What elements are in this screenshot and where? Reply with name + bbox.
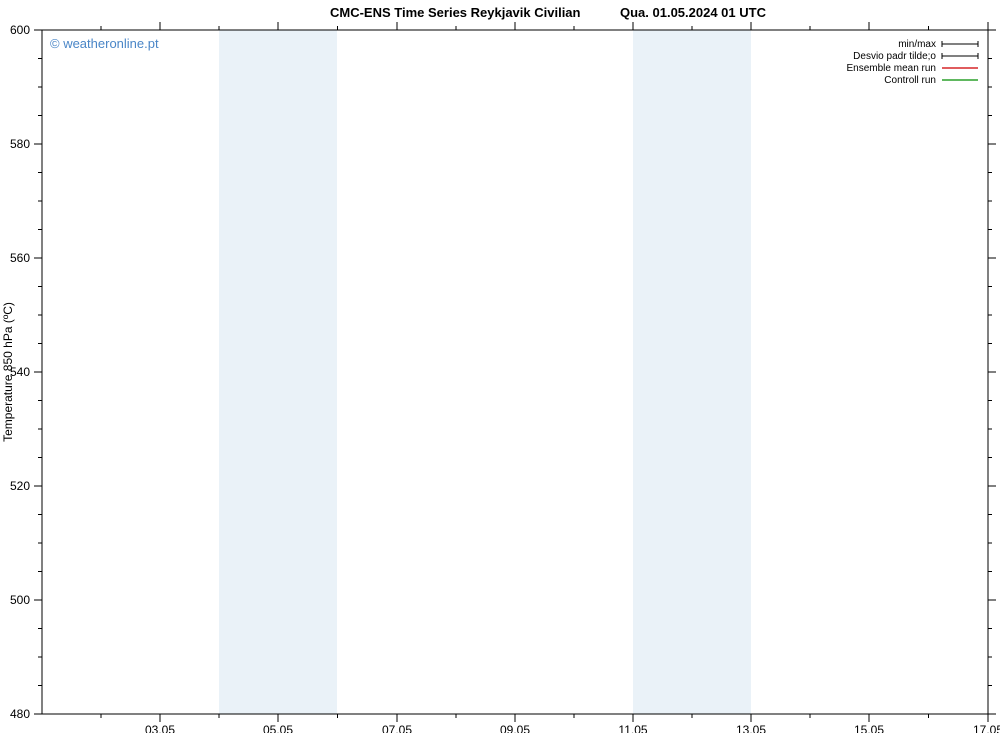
- xtick-label: 05.05: [263, 723, 293, 733]
- ytick-label: 600: [10, 23, 30, 37]
- xtick-label: 13.05: [736, 723, 766, 733]
- xtick-label: 15.05: [854, 723, 884, 733]
- ytick-label: 500: [10, 593, 30, 607]
- xtick-label: 09.05: [500, 723, 530, 733]
- chart-svg: 48050052054056058060003.0505.0507.0509.0…: [0, 0, 1000, 733]
- xtick-label: 07.05: [382, 723, 412, 733]
- xtick-label: 03.05: [145, 723, 175, 733]
- ytick-label: 580: [10, 137, 30, 151]
- legend-label: Desvio padr tilde;o: [853, 51, 936, 62]
- y-axis-label: Temperature 850 hPa (ºC): [1, 302, 15, 442]
- plot-frame: [42, 30, 988, 714]
- legend-label: min/max: [898, 39, 936, 50]
- ytick-label: 560: [10, 251, 30, 265]
- xtick-label: 11.05: [618, 723, 647, 733]
- chart-title-left: CMC-ENS Time Series Reykjavik Civilian: [330, 5, 581, 20]
- chart-container: 48050052054056058060003.0505.0507.0509.0…: [0, 0, 1000, 733]
- chart-title-right: Qua. 01.05.2024 01 UTC: [620, 5, 767, 20]
- legend-label: Controll run: [884, 75, 936, 86]
- watermark-text: © weatheronline.pt: [50, 36, 159, 51]
- legend-label: Ensemble mean run: [847, 63, 937, 74]
- weekend-band-1: [633, 30, 751, 714]
- weekend-band-0: [219, 30, 337, 714]
- xtick-label: 17.05: [973, 723, 1000, 733]
- ytick-label: 480: [10, 707, 30, 721]
- ytick-label: 520: [10, 479, 30, 493]
